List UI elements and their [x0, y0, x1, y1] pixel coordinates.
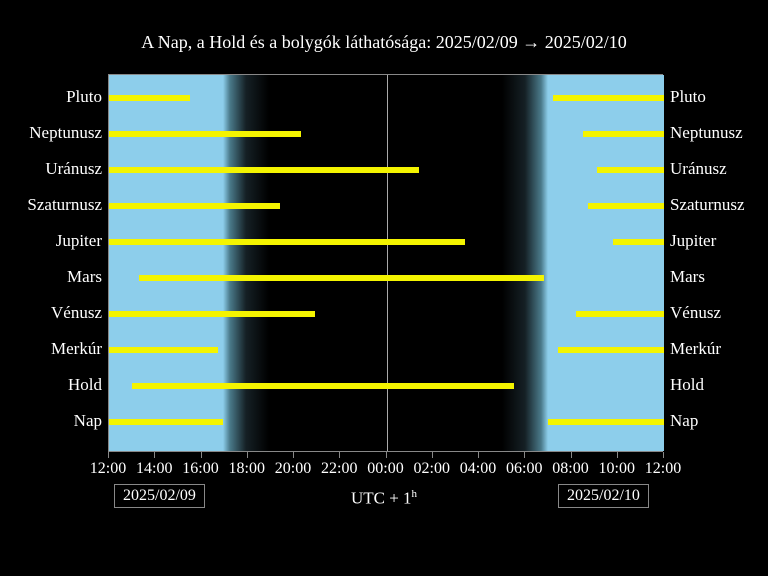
visibility-bar [576, 311, 664, 317]
x-tick-label: 16:00 [182, 460, 218, 478]
x-tick-mark [663, 452, 664, 458]
visibility-bar [597, 167, 664, 173]
x-tick-label: 12:00 [90, 460, 126, 478]
x-tick-label: 14:00 [136, 460, 172, 478]
x-tick-mark [293, 452, 294, 458]
visibility-bar [109, 419, 223, 425]
date-end-box: 2025/02/10 [558, 484, 649, 508]
body-label-left: Merkúr [51, 339, 102, 359]
body-label-left: Uránusz [45, 159, 102, 179]
visibility-bar [109, 95, 190, 101]
body-label-right: Hold [670, 375, 704, 395]
midnight-line [387, 75, 388, 451]
body-label-left: Hold [68, 375, 102, 395]
x-tick-mark [201, 452, 202, 458]
body-label-left: Nap [74, 411, 102, 431]
body-label-left: Pluto [66, 87, 102, 107]
x-tick-label: 18:00 [229, 460, 265, 478]
visibility-bar [132, 383, 514, 389]
body-label-right: Nap [670, 411, 698, 431]
twilight-band [502, 75, 548, 451]
body-label-right: Mars [670, 267, 705, 287]
body-label-right: Szaturnusz [670, 195, 745, 215]
x-tick-label: 22:00 [321, 460, 357, 478]
x-tick-label: 20:00 [275, 460, 311, 478]
body-label-left: Neptunusz [29, 123, 102, 143]
body-label-left: Mars [67, 267, 102, 287]
x-tick-label: 06:00 [506, 460, 542, 478]
x-tick-mark [478, 452, 479, 458]
x-tick-mark [339, 452, 340, 458]
visibility-bar [588, 203, 664, 209]
x-tick-label: 02:00 [414, 460, 450, 478]
visibility-bar [109, 239, 465, 245]
visibility-bar [139, 275, 544, 281]
body-label-right: Pluto [670, 87, 706, 107]
body-label-right: Merkúr [670, 339, 721, 359]
visibility-bar [613, 239, 664, 245]
visibility-bar [109, 167, 419, 173]
body-label-right: Neptunusz [670, 123, 743, 143]
x-tick-mark [154, 452, 155, 458]
x-tick-mark [524, 452, 525, 458]
body-label-left: Jupiter [56, 231, 102, 251]
chart-container: A Nap, a Hold és a bolygók láthatósága: … [0, 0, 768, 576]
date-start-box: 2025/02/09 [114, 484, 205, 508]
x-tick-mark [617, 452, 618, 458]
body-label-left: Szaturnusz [27, 195, 102, 215]
visibility-bar [109, 311, 315, 317]
body-label-right: Vénusz [670, 303, 721, 323]
x-tick-label: 10:00 [599, 460, 635, 478]
x-tick-label: 08:00 [552, 460, 588, 478]
visibility-bar [109, 131, 301, 137]
x-tick-mark [432, 452, 433, 458]
body-label-right: Jupiter [670, 231, 716, 251]
x-tick-mark [571, 452, 572, 458]
visibility-bar [548, 419, 664, 425]
x-tick-mark [386, 452, 387, 458]
x-tick-label: 04:00 [460, 460, 496, 478]
x-tick-mark [108, 452, 109, 458]
visibility-bar [109, 347, 218, 353]
visibility-bar [109, 203, 280, 209]
visibility-bar [553, 95, 664, 101]
x-tick-label: 00:00 [367, 460, 403, 478]
x-tick-mark [247, 452, 248, 458]
visibility-bar [583, 131, 664, 137]
chart-title: A Nap, a Hold és a bolygók láthatósága: … [0, 32, 768, 53]
body-label-right: Uránusz [670, 159, 727, 179]
x-tick-label: 12:00 [645, 460, 681, 478]
visibility-bar [558, 347, 664, 353]
body-label-left: Vénusz [51, 303, 102, 323]
plot-area [108, 74, 663, 452]
